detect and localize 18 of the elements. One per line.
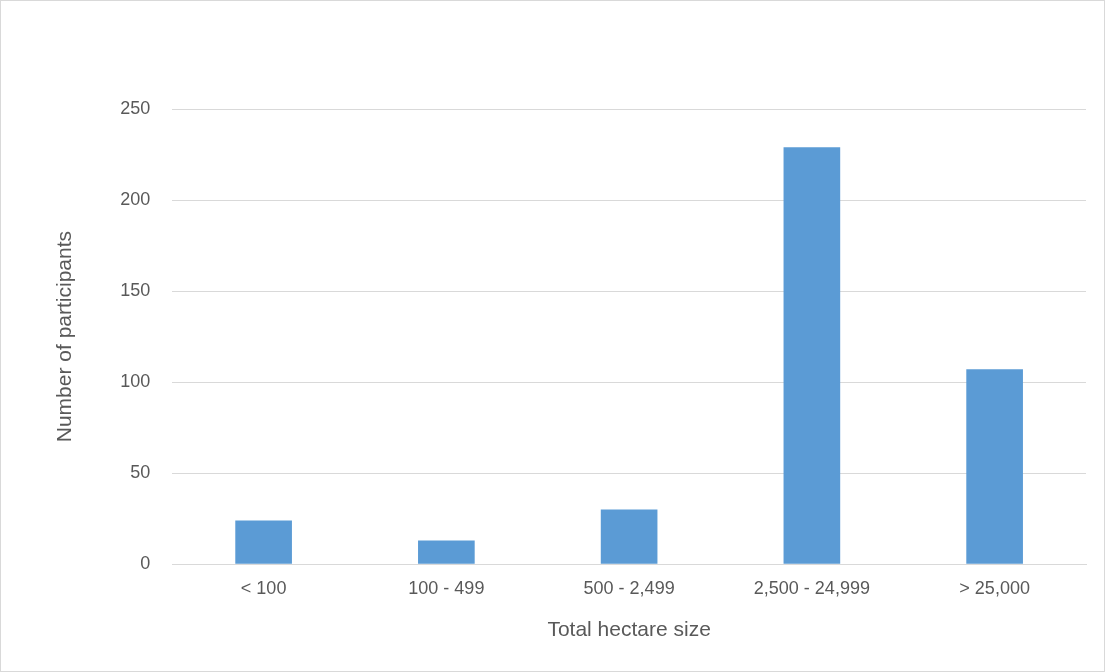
y-tick-label: 0 (140, 553, 151, 574)
bar (600, 509, 658, 564)
x-axis-title: Total hectare size (547, 617, 711, 641)
bar (783, 147, 841, 564)
y-tick-label: 250 (120, 97, 151, 118)
bar (966, 369, 1023, 564)
bar (235, 520, 292, 564)
bar (418, 540, 475, 564)
y-tick-label: 50 (130, 462, 151, 483)
x-tick-label: 100 - 499 (408, 577, 485, 598)
x-tick-label: < 100 (240, 577, 287, 598)
x-tick-label: 500 - 2,499 (583, 577, 675, 598)
y-axis-title: Number of participants (52, 230, 76, 443)
x-tick-label: 2,500 - 24,999 (753, 577, 870, 598)
y-tick-label: 100 (120, 371, 151, 392)
y-tick-label: 150 (120, 280, 151, 301)
y-tick-label: 200 (120, 189, 151, 210)
x-tick-label: > 25,000 (959, 577, 1030, 598)
